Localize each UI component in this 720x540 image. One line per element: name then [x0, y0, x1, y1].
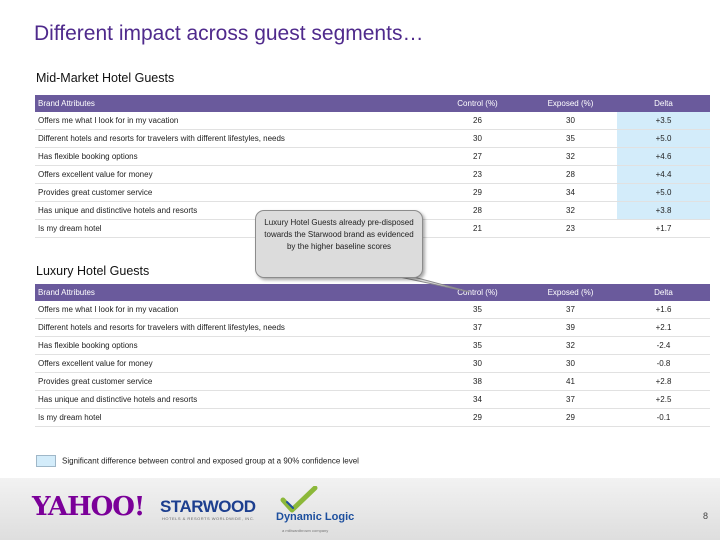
luxury-table: Brand Attributes Control (%) Exposed (%)…	[35, 284, 710, 427]
table-row: Has unique and distinctive hotels and re…	[35, 390, 710, 409]
exposed-cell: 41	[524, 372, 617, 391]
exposed-cell: 28	[524, 165, 617, 184]
starwood-logo: STARWOOD	[160, 497, 256, 516]
column-header-exposed: Exposed (%)	[524, 284, 617, 301]
exposed-cell: 32	[524, 336, 617, 355]
table-row: Offers excellent value for money 23 28 +4.4	[35, 165, 710, 184]
delta-cell: +5.0	[617, 129, 710, 148]
significance-swatch	[36, 455, 56, 467]
table-row: Has flexible booking options 35 32 -2.4	[35, 336, 710, 355]
delta-cell: +1.7	[617, 219, 710, 238]
exposed-cell: 37	[524, 301, 617, 319]
delta-cell: +1.6	[617, 301, 710, 319]
control-cell: 30	[431, 354, 524, 373]
attribute-cell: Provides great customer service	[35, 183, 431, 202]
mid-market-heading: Mid-Market Hotel Guests	[36, 71, 175, 85]
delta-cell: -0.1	[617, 408, 710, 427]
column-header-attribute: Brand Attributes	[35, 284, 431, 301]
control-cell: 35	[431, 336, 524, 355]
column-header-delta: Delta	[617, 95, 710, 112]
delta-cell: -2.4	[617, 336, 710, 355]
attribute-cell: Offers excellent value for money	[35, 165, 431, 184]
delta-cell: -0.8	[617, 354, 710, 373]
control-cell: 37	[431, 318, 524, 337]
control-cell: 21	[431, 219, 524, 238]
dynamic-logic-check-icon	[280, 486, 318, 513]
yahoo-logo: YAHOO!	[32, 492, 145, 522]
mid-market-table: Brand Attributes Control (%) Exposed (%)…	[35, 95, 710, 238]
table-header-row: Brand Attributes Control (%) Exposed (%)…	[35, 284, 710, 301]
exposed-cell: 30	[524, 354, 617, 373]
dynamic-logic-logo: Dynamic Logic	[276, 511, 355, 523]
exposed-cell: 30	[524, 112, 617, 130]
table-row: Different hotels and resorts for travele…	[35, 318, 710, 337]
exposed-cell: 32	[524, 201, 617, 220]
delta-cell: +5.0	[617, 183, 710, 202]
control-cell: 29	[431, 183, 524, 202]
page-title: Different impact across guest segments…	[34, 22, 424, 45]
table-row: Offers me what I look for in my vacation…	[35, 301, 710, 319]
control-cell: 38	[431, 372, 524, 391]
legend-text: Significant difference between control a…	[62, 456, 359, 466]
table-row: Offers me what I look for in my vacation…	[35, 112, 710, 130]
page-number: 8	[702, 511, 708, 521]
control-cell: 35	[431, 301, 524, 319]
column-header-delta: Delta	[617, 284, 710, 301]
attribute-cell: Different hotels and resorts for travele…	[35, 318, 431, 337]
dynamic-logic-subtitle: a millwardbrown company	[282, 528, 329, 533]
delta-cell: +4.6	[617, 147, 710, 166]
attribute-cell: Offers me what I look for in my vacation	[35, 112, 431, 130]
luxury-heading: Luxury Hotel Guests	[36, 264, 150, 278]
legend: Significant difference between control a…	[36, 455, 359, 467]
delta-cell: +3.8	[617, 201, 710, 220]
control-cell: 26	[431, 112, 524, 130]
delta-cell: +2.5	[617, 390, 710, 409]
delta-cell: +2.1	[617, 318, 710, 337]
callout-bubble: Luxury Hotel Guests already pre-disposed…	[255, 210, 423, 278]
attribute-cell: Offers me what I look for in my vacation	[35, 301, 431, 319]
table-row: Different hotels and resorts for travele…	[35, 129, 710, 148]
exposed-cell: 32	[524, 147, 617, 166]
table-row: Offers excellent value for money 30 30 -0.8	[35, 354, 710, 373]
table-row: Has flexible booking options 27 32 +4.6	[35, 147, 710, 166]
control-cell: 29	[431, 408, 524, 427]
table-header-row: Brand Attributes Control (%) Exposed (%)…	[35, 95, 710, 112]
attribute-cell: Different hotels and resorts for travele…	[35, 129, 431, 148]
exposed-cell: 23	[524, 219, 617, 238]
attribute-cell: Provides great customer service	[35, 372, 431, 391]
control-cell: 27	[431, 147, 524, 166]
exposed-cell: 37	[524, 390, 617, 409]
table-row: Provides great customer service 29 34 +5.0	[35, 183, 710, 202]
table-row: Provides great customer service 38 41 +2.8	[35, 372, 710, 391]
control-cell: 34	[431, 390, 524, 409]
exposed-cell: 34	[524, 183, 617, 202]
attribute-cell: Has flexible booking options	[35, 336, 431, 355]
column-header-control: Control (%)	[431, 284, 524, 301]
attribute-cell: Has flexible booking options	[35, 147, 431, 166]
column-header-control: Control (%)	[431, 95, 524, 112]
delta-cell: +2.8	[617, 372, 710, 391]
exposed-cell: 39	[524, 318, 617, 337]
delta-cell: +3.5	[617, 112, 710, 130]
footer: YAHOO! STARWOOD HOTELS & RESORTS WORLDWI…	[0, 478, 720, 540]
control-cell: 30	[431, 129, 524, 148]
mid-market-rows: Offers me what I look for in my vacation…	[35, 112, 710, 238]
column-header-attribute: Brand Attributes	[35, 95, 431, 112]
delta-cell: +4.4	[617, 165, 710, 184]
table-row: Is my dream hotel 29 29 -0.1	[35, 408, 710, 427]
attribute-cell: Offers excellent value for money	[35, 354, 431, 373]
control-cell: 23	[431, 165, 524, 184]
control-cell: 28	[431, 201, 524, 220]
luxury-rows: Offers me what I look for in my vacation…	[35, 301, 710, 427]
exposed-cell: 29	[524, 408, 617, 427]
column-header-exposed: Exposed (%)	[524, 95, 617, 112]
attribute-cell: Has unique and distinctive hotels and re…	[35, 390, 431, 409]
exposed-cell: 35	[524, 129, 617, 148]
attribute-cell: Is my dream hotel	[35, 408, 431, 427]
starwood-logo-subtitle: HOTELS & RESORTS WORLDWIDE, INC.	[162, 516, 255, 521]
